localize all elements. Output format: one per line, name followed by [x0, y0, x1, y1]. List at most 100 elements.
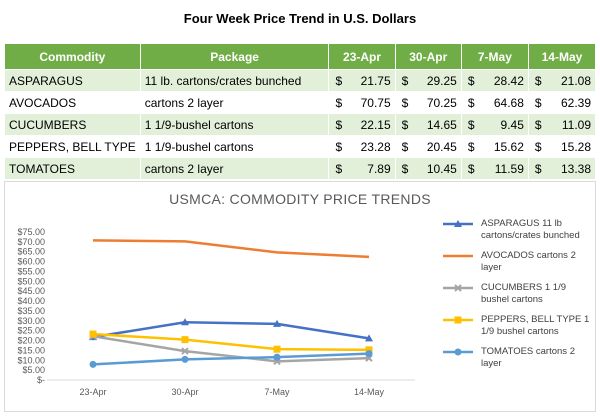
data-point [181, 355, 189, 363]
price-value: 62.39 [560, 95, 591, 110]
data-point [181, 318, 189, 326]
currency-symbol: $ [467, 117, 475, 132]
currency-symbol: $ [401, 139, 409, 154]
price-value: 11.59 [494, 161, 524, 176]
currency-symbol: $ [401, 117, 409, 132]
data-point [273, 345, 281, 353]
currency-symbol: $ [467, 161, 475, 176]
price-value: 14.65 [426, 117, 457, 132]
data-point [181, 336, 189, 344]
currency-symbol: $ [335, 117, 343, 132]
legend-label: ASPARAGUS 11 lb cartons/crates bunched [481, 218, 580, 241]
legend-label: PEPPERS, BELL TYPE 1 1/9 bushel cartons [481, 314, 590, 337]
y-tick-label: $30.00 [17, 316, 45, 326]
currency-symbol: $ [335, 161, 343, 176]
data-point [365, 346, 373, 354]
price-cell: $23.28 [328, 135, 396, 158]
y-tick-label: $35.00 [17, 306, 45, 316]
price-value: 70.25 [426, 95, 457, 110]
price-cell: $11.59 [460, 157, 529, 180]
currency-symbol: $ [467, 73, 475, 88]
legend-marker [454, 316, 462, 324]
package-cell: cartons 2 layer [139, 157, 330, 180]
legend-swatch [443, 348, 473, 356]
currency-symbol: $ [335, 95, 343, 110]
legend-label: CUCUMBERS 1 1/9 bushel cartons [481, 282, 566, 305]
table-header-row: Commodity Package 23-Apr 30-Apr 7-May 14… [4, 43, 597, 70]
currency-symbol: $ [534, 117, 542, 132]
price-value: 11.09 [561, 117, 591, 132]
y-tick-label: $20.00 [17, 336, 45, 346]
series-line [92, 239, 370, 259]
y-tick-label: $15.00 [17, 345, 45, 355]
price-cell: $29.25 [394, 69, 462, 92]
y-tick-label: $40.00 [17, 296, 45, 306]
price-cell: $13.38 [527, 157, 597, 180]
table-row: PEPPERS, BELL TYPE 1 1/9-bushel cartons $2… [4, 135, 597, 158]
legend-marker [454, 284, 462, 292]
page-title: Four Week Price Trend in U.S. Dollars [183, 11, 417, 26]
currency-symbol: $ [401, 95, 409, 110]
legend-item: TOMATOES cartons 2 layer [441, 346, 591, 370]
legend-swatch [443, 220, 473, 227]
price-cell: $22.15 [328, 113, 396, 136]
header-30-apr: 30-Apr [394, 43, 462, 70]
table-row: TOMATOES cartons 2 layer $7.89 $10.45 $11.59… [4, 157, 597, 180]
table-body: ASPARAGUS 11 lb. cartons/crates bunched $2… [4, 69, 597, 180]
legend-item: AVOCADOS cartons 2 layer [441, 250, 591, 274]
legend-marker [454, 220, 462, 227]
price-cell: $21.08 [527, 69, 597, 92]
legend-swatch [443, 254, 473, 258]
legend-label: TOMATOES cartons 2 layer [481, 346, 575, 369]
currency-symbol: $ [401, 73, 409, 88]
y-tick-label: $45.00 [17, 286, 45, 296]
y-tick-label: $25.00 [17, 326, 45, 336]
package-cell: 1 1/9-bushel cartons [139, 135, 330, 158]
series-line [92, 352, 370, 366]
price-cell: $15.28 [527, 135, 597, 158]
commodity-cell: ASPARAGUS [4, 69, 141, 92]
commodity-cell: PEPPERS, BELL TYPE [4, 135, 141, 158]
data-point [273, 319, 281, 327]
currency-symbol: $ [467, 139, 475, 154]
price-cell: $70.75 [328, 91, 396, 114]
chart-title: USMCA: COMMODITY PRICE TRENDS [169, 191, 431, 207]
price-cell: $21.75 [328, 69, 396, 92]
price-cell: $11.09 [527, 113, 597, 136]
price-value: 23.28 [360, 139, 391, 154]
data-point [89, 360, 97, 368]
data-point [365, 334, 373, 342]
header-7-may: 7-May [460, 43, 529, 70]
data-point [273, 353, 281, 361]
y-tick-label: $70.00 [17, 237, 45, 247]
header-package: Package [139, 43, 330, 70]
header-23-apr: 23-Apr [328, 43, 396, 70]
price-value: 28.42 [493, 73, 524, 88]
price-value: 29.25 [426, 73, 457, 88]
price-value: 13.38 [560, 161, 591, 176]
currency-symbol: $ [534, 73, 542, 88]
legend-label: AVOCADOS cartons 2 layer [481, 250, 576, 273]
y-tick-label: $- [37, 375, 45, 385]
legend-item: CUCUMBERS 1 1/9 bushel cartons [441, 282, 591, 306]
series-line [92, 332, 370, 352]
chart-frame [4, 181, 596, 412]
price-value: 22.15 [360, 117, 391, 132]
price-value: 7.89 [367, 161, 391, 176]
price-value: 10.45 [426, 161, 457, 176]
y-tick-label: $65.00 [17, 247, 45, 257]
x-tick-label: 7-May [264, 387, 290, 397]
table-row: AVOCADOS cartons 2 layer $70.75 $70.25 $64.6… [4, 91, 597, 114]
y-tick-label: $5.00 [22, 365, 45, 375]
chart-legend: ASPARAGUS 11 lb cartons/crates bunched AV… [441, 218, 591, 370]
price-cell: $10.45 [394, 157, 462, 180]
price-value: 9.45 [500, 117, 524, 132]
price-value: 21.08 [560, 73, 591, 88]
price-value: 20.45 [426, 139, 457, 154]
data-point [365, 350, 373, 358]
series-line [92, 335, 370, 363]
currency-symbol: $ [335, 73, 343, 88]
currency-symbol: $ [534, 139, 542, 154]
price-cell: $7.89 [328, 157, 396, 180]
